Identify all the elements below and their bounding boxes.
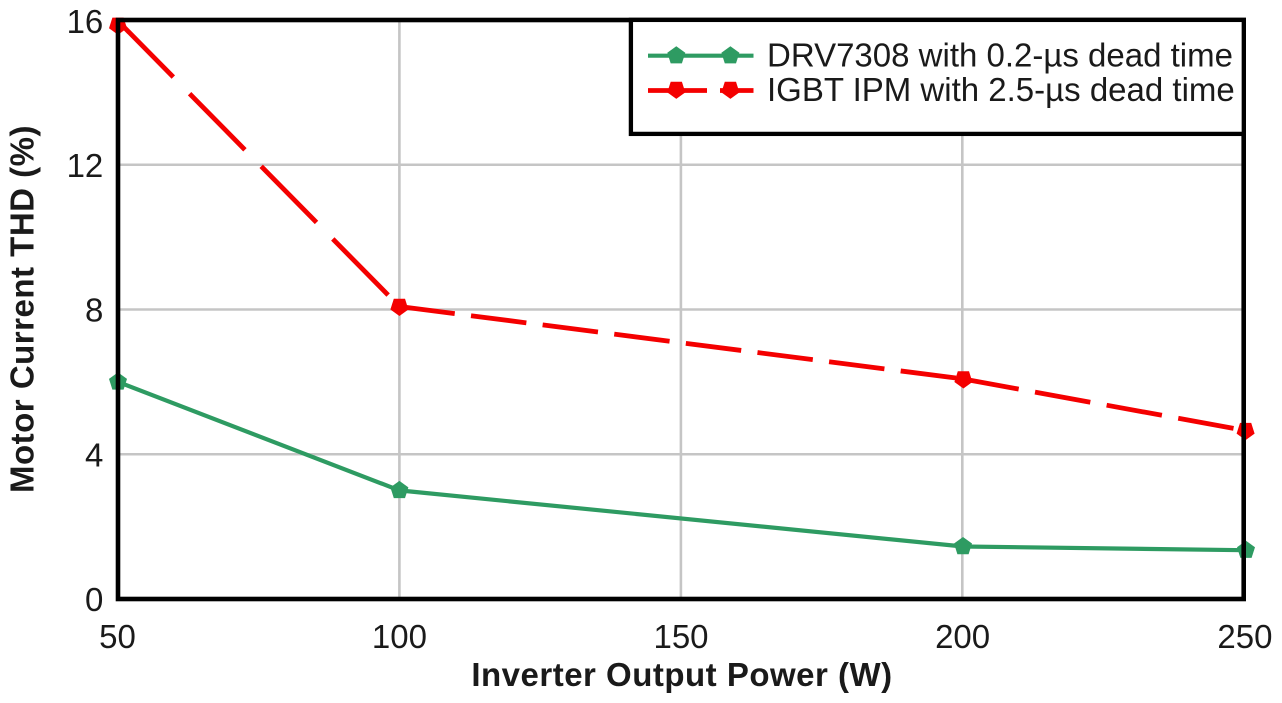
svg-text:Inverter Output Power (W): Inverter Output Power (W)	[471, 656, 892, 693]
svg-text:150: 150	[653, 618, 708, 655]
svg-text:100: 100	[372, 618, 427, 655]
svg-text:Motor Current THD (%): Motor Current THD (%)	[4, 125, 41, 493]
svg-text:IGBT IPM with 2.5-µs dead time: IGBT IPM with 2.5-µs dead time	[767, 71, 1235, 108]
svg-text:50: 50	[99, 618, 136, 655]
svg-text:0: 0	[85, 581, 103, 618]
svg-text:250: 250	[1217, 618, 1272, 655]
svg-text:16: 16	[67, 3, 104, 40]
svg-text:DRV7308 with 0.2-µs dead time: DRV7308 with 0.2-µs dead time	[767, 36, 1233, 73]
svg-text:8: 8	[85, 292, 103, 329]
svg-text:12: 12	[67, 147, 104, 184]
svg-text:4: 4	[85, 436, 103, 473]
svg-text:200: 200	[935, 618, 990, 655]
